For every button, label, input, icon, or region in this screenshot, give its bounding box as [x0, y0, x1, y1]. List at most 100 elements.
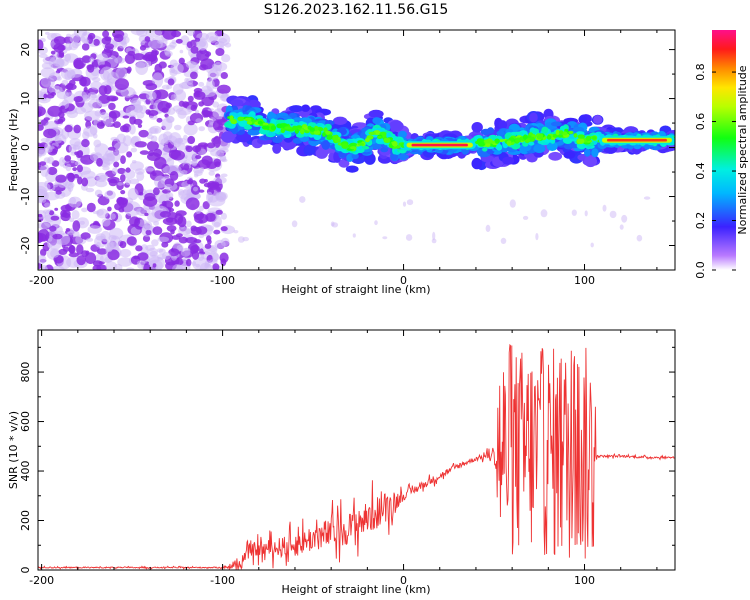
- spectrogram-noise-blob: [195, 118, 202, 123]
- spectrogram-noise-blob: [130, 97, 142, 106]
- spectrogram-noise-blob: [97, 196, 110, 206]
- spectrogram-noise-blob: [150, 50, 158, 58]
- spectrogram-noise-blob: [144, 36, 151, 42]
- spectrogram-noise-blob: [120, 174, 126, 183]
- snr-y-axis-label: SNR (10 * v/v): [7, 411, 20, 489]
- spectrogram-noise-blob: [53, 36, 66, 45]
- spectrogram-ridge-blob: [386, 132, 392, 139]
- spectrogram-noise-blob: [89, 57, 95, 63]
- spectrogram-noise-blob: [71, 41, 80, 49]
- spectrogram-noise-blob: [81, 177, 89, 187]
- spectrogram-noise-blob: [86, 202, 96, 213]
- spectrogram-faint-blob: [602, 204, 607, 212]
- spectrogram-noise-blob: [43, 117, 50, 121]
- spectrogram-ridge-blob: [537, 140, 545, 145]
- figure-title: S126.2023.162.11.56.G15: [264, 2, 449, 18]
- spectrogram-noise-blob: [202, 110, 208, 118]
- spectrogram-ridge-blob: [321, 140, 330, 150]
- spectrogram-faint-blob: [405, 234, 413, 241]
- spectrogram-noise-blob: [81, 139, 90, 148]
- spectrogram-noise-blob: [202, 201, 210, 210]
- spectrogram-noise-blob: [175, 233, 183, 238]
- spectrogram-ridge-blob: [561, 131, 568, 136]
- spectrogram-noise-blob: [83, 86, 88, 93]
- spectrogram-ridge-blob: [267, 112, 277, 119]
- spectrogram-ridge-blob: [334, 139, 341, 143]
- spectrogram-ridge-blob: [482, 147, 488, 152]
- spectrogram-noise-blob: [204, 263, 211, 269]
- spectrogram-noise-blob: [187, 135, 196, 145]
- spectrogram-noise-blob: [38, 182, 51, 193]
- spectrogram-noise-blob: [212, 101, 219, 108]
- spectrogram-noise-blob: [144, 212, 149, 217]
- spectrogram-faint-blob: [374, 220, 378, 226]
- spectrogram-ridge-blob: [577, 134, 585, 139]
- spectrogram-ridge-blob: [272, 143, 282, 154]
- spectrogram-noise-blob: [162, 30, 177, 40]
- spectrogram-noise-blob: [165, 115, 174, 124]
- spectrogram-noise-blob: [96, 241, 101, 248]
- spectrogram-ridge-blob: [276, 123, 283, 129]
- x-tick-label: -200: [29, 274, 54, 287]
- spectrogram-noise-blob: [49, 225, 57, 232]
- spectrogram-noise-blob: [43, 128, 57, 139]
- spectrogram-noise-blob: [58, 157, 66, 167]
- spectrogram-ridge-blob: [572, 126, 585, 133]
- spectrogram-faint-blob: [291, 220, 298, 228]
- spectrogram-ridge-blob: [496, 130, 505, 136]
- spectrogram-ridge-blob: [270, 125, 277, 131]
- spectrogram-noise-blob: [65, 228, 71, 232]
- spectrogram-noise-blob: [190, 71, 198, 80]
- spectrogram-noise-blob: [145, 83, 158, 91]
- spectrogram-noise-blob: [84, 176, 98, 187]
- spectrogram-noise-blob: [221, 158, 228, 163]
- spectrogram-ridge-blob: [377, 135, 382, 139]
- spectrogram-noise-blob: [134, 141, 147, 148]
- spectrogram-noise-blob: [146, 90, 157, 101]
- spectrogram-faint-blob: [636, 234, 643, 242]
- spectrogram-ridge-blob: [584, 148, 591, 157]
- spectrogram-ridge-blob: [372, 117, 382, 125]
- spectrogram-noise-blob: [73, 59, 84, 70]
- spectrogram-noise-blob: [208, 170, 215, 176]
- colorbar-tick-label: 0.0: [694, 261, 707, 279]
- spectrogram-ridge-blob: [345, 165, 359, 173]
- spectrogram-noise-blob: [191, 158, 198, 166]
- spectrogram-noise-blob: [107, 249, 120, 261]
- spectrogram-noise-blob: [60, 204, 72, 212]
- spectrogram-ridge-blob: [292, 125, 298, 130]
- y-tick-label: 600: [19, 411, 32, 432]
- spectrogram-noise-blob: [107, 176, 120, 184]
- spectrogram-ridge-blob: [498, 120, 508, 130]
- spectrogram-noise-blob: [131, 160, 137, 164]
- y-tick-label: 20: [19, 43, 32, 57]
- spectrogram-noise-blob: [162, 252, 171, 260]
- spectrogram-faint-blob: [233, 230, 239, 234]
- spectrogram-noise-blob: [212, 120, 221, 131]
- spectrogram-noise-blob: [185, 197, 200, 210]
- colorbar: 0.0 0.2 0.4 0.6 0.8 Normalized spectral ampl…: [694, 30, 749, 279]
- spectrogram-noise-blob: [199, 178, 207, 184]
- spectrogram-ridge-blob: [529, 136, 536, 142]
- spectrogram-noise-blob: [193, 186, 198, 192]
- spectrogram-noise-blob: [54, 116, 59, 122]
- spectrogram-noise-blob: [185, 78, 194, 85]
- spectrogram-noise-blob: [81, 207, 88, 213]
- spectrogram-noise-blob: [143, 263, 151, 270]
- spectrogram-noise-blob: [220, 72, 228, 79]
- spectrogram-noise-blob: [114, 263, 123, 270]
- spectrogram-noise-blob: [206, 142, 216, 149]
- spectrogram-noise-blob: [113, 161, 120, 168]
- spectrogram-noise-blob: [47, 166, 58, 176]
- spectrogram-noise-blob: [69, 217, 75, 223]
- spectrogram-noise-blob: [107, 206, 112, 212]
- spectrogram-noise-blob: [186, 30, 196, 37]
- spectrogram-ridge-blob: [313, 130, 321, 135]
- spectrogram-ridge-blob: [576, 138, 585, 145]
- spectrogram-noise-blob: [195, 226, 208, 235]
- x-tick-label: 100: [574, 274, 595, 287]
- spectrogram-ridge-blob: [538, 133, 544, 138]
- spectrogram-ridge-blob: [230, 99, 244, 107]
- spectrogram-noise-blob: [224, 42, 232, 48]
